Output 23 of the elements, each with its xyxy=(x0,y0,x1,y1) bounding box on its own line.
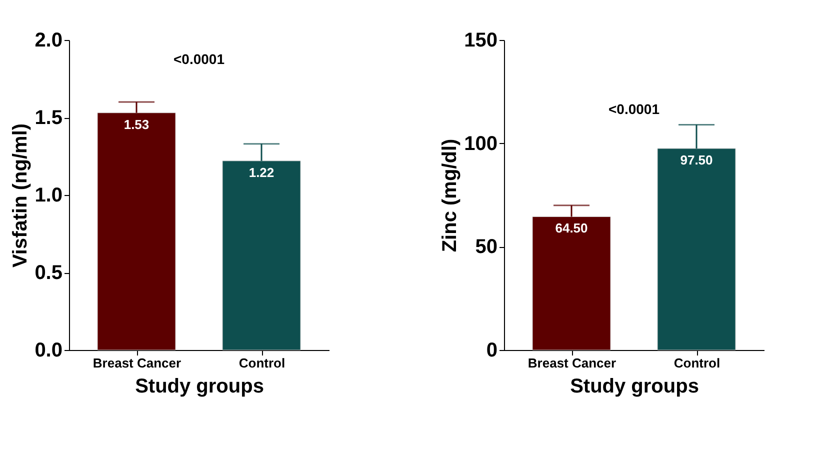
annotation: <0.0001 xyxy=(174,51,225,67)
x-tick-label: Breast Cancer xyxy=(528,356,616,370)
x-tick-label: Control xyxy=(238,356,286,370)
x-tick-label: Control xyxy=(674,356,720,370)
y-tick-label: 1.0 xyxy=(34,184,62,206)
y-tick-label: 0.5 xyxy=(34,262,62,284)
x-axis-title: Study groups xyxy=(570,376,699,398)
y-tick-label: 150 xyxy=(464,30,498,52)
y-tick-label: 100 xyxy=(464,132,498,155)
data-label: 64.50 xyxy=(555,220,588,236)
y-tick-label: 0.0 xyxy=(34,340,62,362)
annotation: <0.0001 xyxy=(608,101,660,117)
data-label: 1.53 xyxy=(124,116,150,132)
y-axis-title: Visfatin (ng/ml) xyxy=(10,123,32,268)
x-tick-label: Breast Cancer xyxy=(92,356,182,370)
y-tick-label: 1.5 xyxy=(34,107,62,129)
y-axis-title: Zinc (mg/dl) xyxy=(439,138,462,252)
y-tick-label: 50 xyxy=(475,236,498,258)
x-axis-title: Study groups xyxy=(135,376,264,398)
y-tick-label: 0 xyxy=(486,340,498,362)
data-label: 1.22 xyxy=(248,164,274,180)
y-tick-label: 2.0 xyxy=(34,30,62,52)
data-label: 97.50 xyxy=(680,152,713,168)
